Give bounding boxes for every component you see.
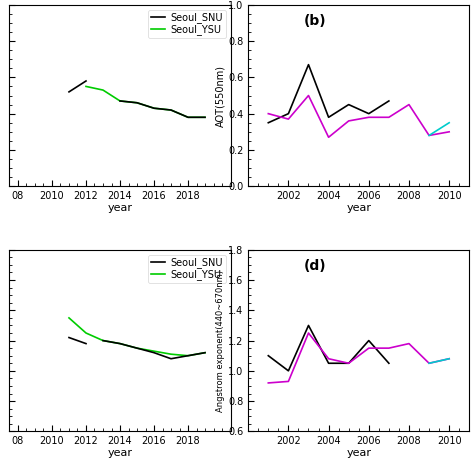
Legend: Seoul_SNU, Seoul_YSU: Seoul_SNU, Seoul_YSU bbox=[148, 9, 226, 38]
X-axis label: year: year bbox=[346, 202, 371, 212]
Text: (b): (b) bbox=[303, 14, 326, 28]
Y-axis label: AOT(550nm): AOT(550nm) bbox=[215, 64, 225, 127]
X-axis label: year: year bbox=[108, 447, 133, 457]
Y-axis label: Angstrom exponent(440~670nm): Angstrom exponent(440~670nm) bbox=[216, 270, 225, 411]
X-axis label: year: year bbox=[346, 447, 371, 457]
Legend: Seoul_SNU, Seoul_YSU: Seoul_SNU, Seoul_YSU bbox=[148, 255, 226, 283]
X-axis label: year: year bbox=[108, 202, 133, 212]
Text: (d): (d) bbox=[303, 259, 326, 273]
